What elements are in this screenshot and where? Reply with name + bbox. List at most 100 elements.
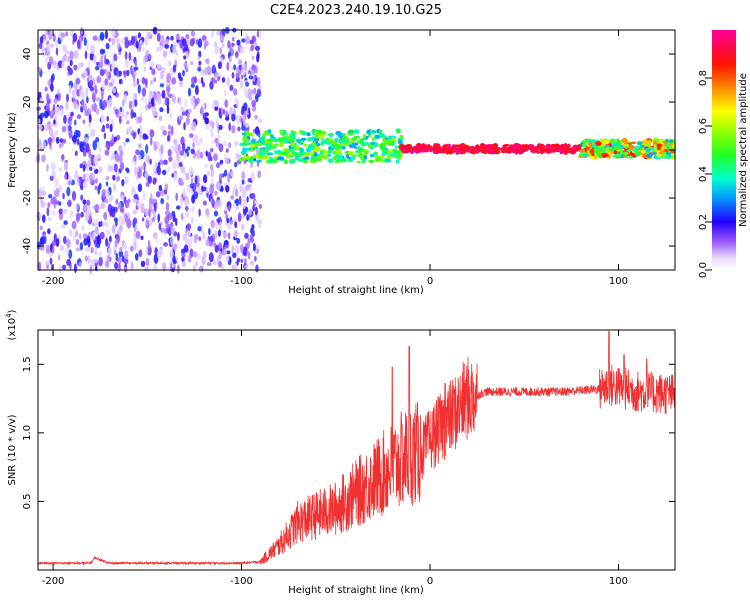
signal-blob bbox=[582, 139, 590, 143]
noise-blob bbox=[182, 38, 187, 47]
noise-blob bbox=[237, 212, 242, 223]
noise-blob bbox=[84, 211, 90, 222]
noise-blob bbox=[251, 224, 255, 230]
noise-blob bbox=[163, 189, 168, 195]
noise-blob bbox=[164, 39, 170, 45]
noise-blob bbox=[137, 32, 141, 39]
noise-blob bbox=[230, 219, 234, 224]
noise-blob bbox=[228, 55, 232, 63]
signal-blob bbox=[337, 134, 343, 138]
noise-blob bbox=[188, 108, 192, 113]
noise-blob bbox=[251, 55, 255, 61]
signal-blob bbox=[362, 133, 366, 139]
noise-blob bbox=[156, 32, 161, 42]
noise-blob bbox=[44, 124, 49, 131]
noise-blob bbox=[48, 194, 53, 199]
noise-blob bbox=[209, 120, 213, 127]
noise-blob bbox=[98, 250, 102, 257]
noise-blob bbox=[226, 61, 230, 71]
noise-blob bbox=[246, 196, 249, 203]
noise-blob bbox=[59, 138, 64, 143]
noise-blob bbox=[209, 81, 214, 90]
noise-blob bbox=[140, 202, 145, 213]
noise-blob bbox=[45, 244, 50, 249]
noise-blob bbox=[143, 55, 149, 62]
noise-blob bbox=[124, 39, 130, 49]
noise-blob bbox=[198, 60, 202, 66]
noise-blob bbox=[228, 257, 232, 263]
noise-blob bbox=[236, 114, 241, 125]
signal-blob bbox=[310, 155, 317, 161]
noise-blob bbox=[162, 262, 167, 272]
noise-blob bbox=[80, 146, 85, 153]
noise-blob bbox=[105, 181, 109, 187]
noise-blob bbox=[190, 83, 195, 88]
noise-blob bbox=[39, 186, 45, 192]
noise-blob bbox=[185, 117, 190, 126]
noise-blob bbox=[186, 146, 191, 151]
noise-blob bbox=[194, 175, 198, 185]
noise-blob bbox=[75, 239, 80, 245]
noise-blob bbox=[241, 171, 246, 180]
noise-blob bbox=[92, 165, 96, 171]
noise-blob bbox=[84, 247, 90, 252]
signal-blob bbox=[669, 140, 673, 143]
noise-blob bbox=[234, 221, 238, 229]
signal-blob bbox=[341, 135, 348, 140]
noise-blob bbox=[86, 96, 89, 104]
noise-blob bbox=[235, 72, 240, 79]
signal-blob bbox=[290, 141, 295, 146]
signal-blob bbox=[445, 149, 450, 155]
noise-blob bbox=[38, 124, 43, 131]
noise-blob bbox=[40, 235, 45, 246]
noise-blob bbox=[78, 261, 82, 268]
noise-blob bbox=[181, 252, 186, 258]
signal-blob bbox=[260, 150, 267, 156]
signal-blob bbox=[637, 141, 643, 145]
signal-blob bbox=[350, 156, 356, 161]
noise-blob bbox=[132, 81, 137, 88]
signal-blob bbox=[356, 150, 362, 154]
noise-blob bbox=[41, 47, 46, 56]
noise-blob bbox=[173, 243, 178, 251]
noise-blob bbox=[192, 142, 196, 149]
signal-blob bbox=[597, 147, 603, 152]
signal-blob bbox=[309, 151, 315, 156]
noise-blob bbox=[183, 152, 187, 160]
noise-blob bbox=[86, 205, 91, 214]
noise-blob bbox=[76, 114, 82, 120]
noise-blob bbox=[247, 251, 251, 260]
noise-blob bbox=[50, 75, 54, 84]
signal-blob bbox=[453, 144, 459, 148]
noise-blob bbox=[184, 200, 188, 206]
noise-blob bbox=[165, 222, 169, 229]
noise-blob bbox=[111, 224, 116, 234]
noise-blob bbox=[41, 214, 46, 223]
noise-blob bbox=[66, 258, 71, 266]
signal-blob bbox=[306, 132, 311, 137]
noise-blob bbox=[156, 250, 162, 259]
signal-blob bbox=[281, 151, 288, 156]
noise-blob bbox=[179, 150, 185, 156]
noise-blob bbox=[130, 261, 134, 271]
noise-blob bbox=[88, 247, 91, 253]
signal-blob bbox=[366, 129, 371, 135]
signal-blob bbox=[286, 135, 290, 139]
noise-blob bbox=[219, 159, 224, 165]
noise-blob bbox=[132, 73, 136, 83]
signal-blob bbox=[483, 144, 490, 149]
noise-blob bbox=[58, 143, 62, 149]
noise-blob bbox=[94, 250, 98, 256]
noise-blob bbox=[130, 245, 134, 252]
noise-blob bbox=[124, 36, 129, 41]
signal-blob bbox=[373, 151, 378, 155]
spectrogram-signal-band bbox=[238, 128, 677, 165]
noise-blob bbox=[71, 135, 77, 143]
noise-blob bbox=[172, 259, 177, 265]
noise-blob bbox=[193, 238, 198, 244]
noise-blob bbox=[156, 141, 160, 149]
signal-blob bbox=[454, 148, 461, 154]
noise-blob bbox=[65, 101, 69, 111]
noise-blob bbox=[242, 116, 246, 126]
noise-blob bbox=[170, 125, 174, 136]
